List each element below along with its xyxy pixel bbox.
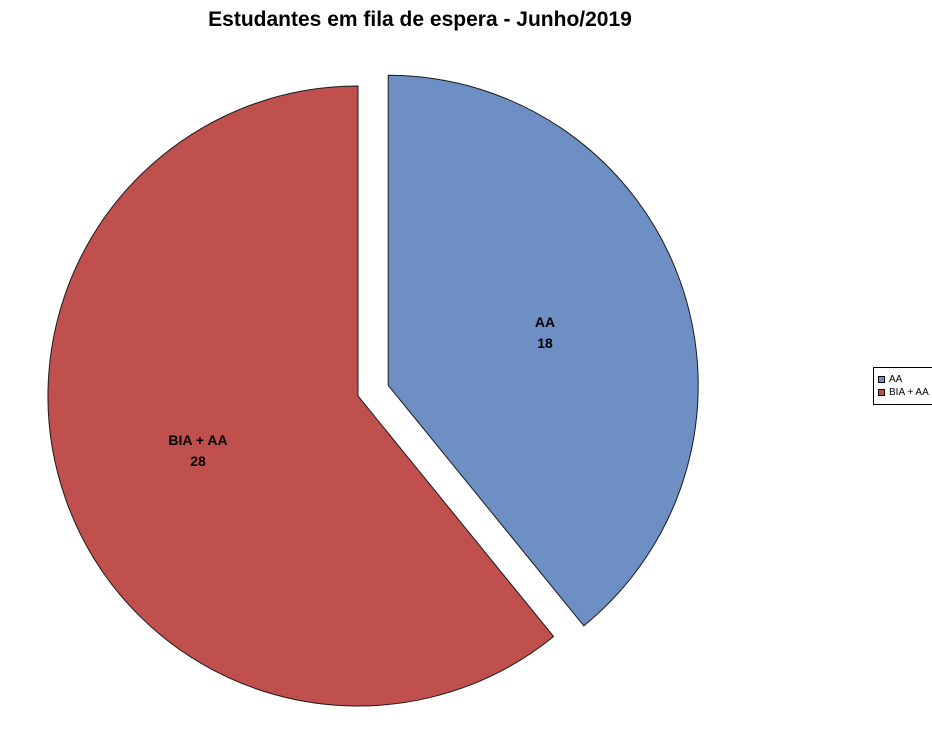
pie-slice-bia-aa [47, 85, 555, 707]
slice-label-aa-value: 18 [537, 335, 553, 351]
legend-item-aa: AA [878, 374, 929, 385]
slice-label-bia-aa-value: 28 [190, 453, 206, 469]
legend: AA BIA + AA [873, 367, 932, 405]
legend-swatch-bia-aa-icon [878, 389, 885, 396]
chart-title: Estudantes em fila de espera - Junho/201… [208, 8, 632, 31]
legend-item-bia-aa: BIA + AA [878, 387, 929, 398]
slice-label-aa-text: AA [534, 314, 556, 330]
legend-swatch-aa-icon [878, 376, 885, 383]
slice-label-bia-aa: BIA + AA 28 [128, 430, 268, 472]
legend-label-bia-aa: BIA + AA [889, 387, 929, 398]
legend-label-aa: AA [889, 374, 903, 385]
pie-slice-aa [387, 74, 699, 627]
slice-label-aa: AA 18 [495, 312, 595, 354]
slice-label-bia-aa-text: BIA + AA [168, 432, 228, 448]
